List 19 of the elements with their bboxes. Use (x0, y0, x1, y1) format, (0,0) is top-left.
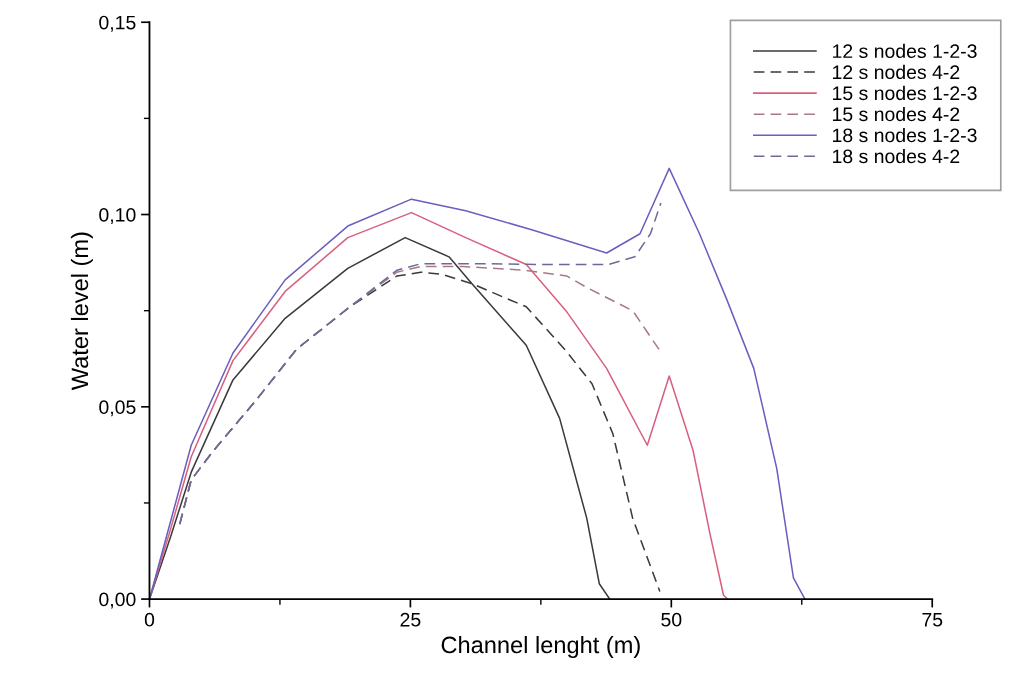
legend-label: 18 s nodes 1-2-3 (833, 127, 977, 143)
y-tick-label: 0,10 (99, 207, 136, 225)
legend-label: 12 s nodes 1-2-3 (833, 43, 977, 59)
line-series (149, 211, 729, 600)
y-tick-label: 0,00 (99, 592, 136, 609)
legend-label: 18 s nodes 4-2 (833, 148, 960, 164)
x-tick-label: 75 (922, 613, 943, 627)
line-series (178, 202, 662, 525)
legend-label: 12 s nodes 4-2 (833, 64, 960, 80)
legend-label: 15 s nodes 1-2-3 (833, 85, 977, 101)
x-tick-label: 0 (144, 612, 155, 627)
y-tick-label: 0,05 (99, 400, 136, 417)
y-axis-title: Water level (m) (70, 232, 93, 391)
legend-label: 15 s nodes 4-2 (833, 106, 960, 122)
x-axis-title: Channel lenght (m) (441, 635, 640, 658)
x-tick-label: 25 (400, 612, 421, 627)
y-tick-label: 0,15 (99, 15, 136, 32)
x-tick-label: 50 (661, 612, 682, 627)
line-series (149, 167, 806, 600)
